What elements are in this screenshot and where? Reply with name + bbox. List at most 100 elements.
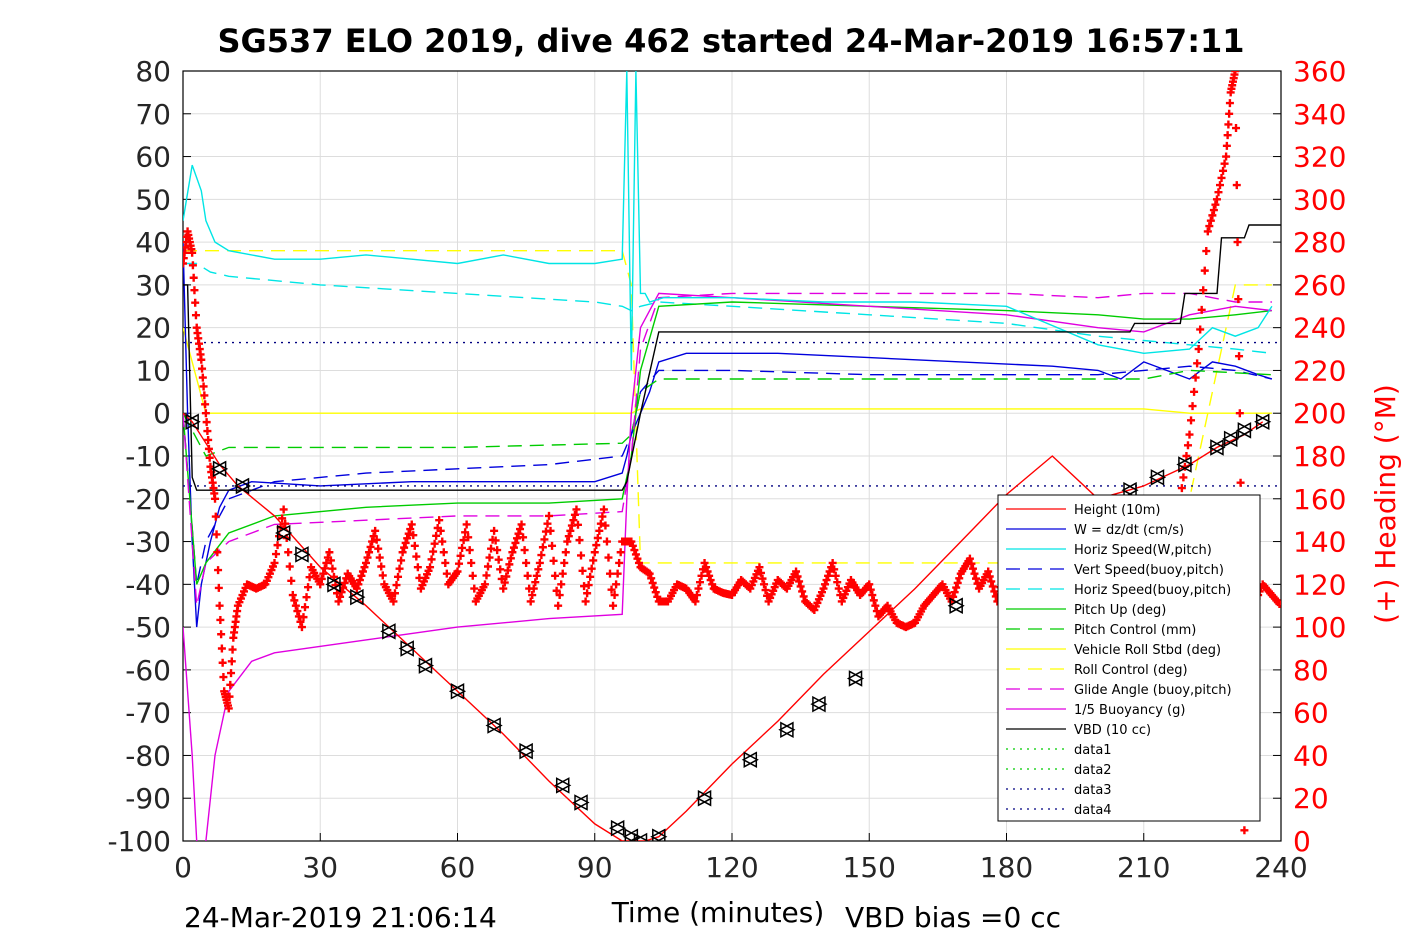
heading-point bbox=[1225, 99, 1234, 108]
waypoint-marker bbox=[293, 546, 309, 563]
y2-tick-label: 200 bbox=[1293, 397, 1346, 430]
heading-point bbox=[650, 583, 659, 592]
y-tick-label: -40 bbox=[125, 568, 171, 601]
heading-point bbox=[224, 704, 233, 713]
heading-point bbox=[198, 373, 207, 382]
heading-point bbox=[609, 601, 618, 610]
heading-point bbox=[363, 553, 372, 562]
heading-point bbox=[517, 520, 526, 529]
heading-point bbox=[216, 615, 225, 624]
heading-point bbox=[287, 576, 296, 585]
heading-point bbox=[354, 580, 363, 589]
heading-point bbox=[519, 533, 528, 542]
heading-point bbox=[543, 519, 552, 528]
heading-point bbox=[555, 591, 564, 600]
legend-entry: Horiz Speed(W,pitch) bbox=[1074, 543, 1212, 558]
heading-point bbox=[1235, 352, 1244, 361]
heading-point bbox=[214, 566, 223, 575]
heading-point bbox=[482, 571, 491, 580]
heading-point bbox=[377, 562, 386, 571]
heading-point bbox=[522, 558, 531, 567]
heading-point bbox=[201, 400, 210, 409]
y-tick-label: 60 bbox=[135, 141, 171, 174]
y2-tick-label: 160 bbox=[1293, 483, 1346, 516]
heading-point bbox=[1191, 373, 1200, 382]
heading-point bbox=[468, 571, 477, 580]
y2-tick-label: 40 bbox=[1293, 739, 1329, 772]
legend-entry: Height (10m) bbox=[1074, 503, 1160, 518]
heading-point bbox=[708, 580, 717, 589]
heading-point bbox=[485, 553, 494, 562]
heading-point bbox=[305, 573, 314, 582]
heading-point bbox=[706, 576, 715, 585]
heading-point bbox=[188, 261, 197, 270]
heading-point bbox=[572, 505, 581, 514]
heading-point bbox=[197, 355, 206, 364]
heading-point bbox=[404, 529, 413, 538]
heading-point bbox=[1236, 478, 1245, 487]
heading-point bbox=[703, 567, 712, 576]
waypoint-marker bbox=[211, 460, 227, 478]
y-tick-label: 70 bbox=[135, 98, 171, 131]
heading-point bbox=[833, 578, 842, 587]
legend-entry: data2 bbox=[1074, 763, 1112, 778]
waypoint-marker bbox=[275, 524, 291, 542]
heading-point bbox=[491, 536, 500, 545]
y-tick-label: 0 bbox=[153, 397, 171, 430]
heading-point bbox=[1200, 266, 1209, 275]
heading-point bbox=[297, 623, 306, 632]
heading-point bbox=[516, 525, 525, 534]
y-tick-label: -70 bbox=[125, 697, 171, 730]
heading-point bbox=[1222, 152, 1231, 161]
heading-point bbox=[368, 537, 377, 546]
heading-point bbox=[358, 567, 367, 576]
heading-point bbox=[869, 596, 878, 605]
heading-point bbox=[438, 537, 447, 546]
heading-point bbox=[628, 541, 637, 550]
heading-point bbox=[372, 535, 381, 544]
x-tick-label: 90 bbox=[577, 851, 613, 884]
heading-point bbox=[796, 582, 805, 591]
heading-point bbox=[505, 560, 514, 569]
y-tick-label: -30 bbox=[125, 526, 171, 559]
y2-tick-label: 280 bbox=[1293, 226, 1346, 259]
heading-point bbox=[592, 541, 601, 550]
heading-point bbox=[217, 630, 226, 639]
heading-point bbox=[1217, 173, 1226, 182]
heading-point bbox=[378, 571, 387, 580]
heading-point bbox=[627, 537, 636, 546]
heading-point bbox=[511, 538, 520, 547]
heading-point bbox=[558, 569, 567, 578]
heading-point bbox=[326, 556, 335, 565]
heading-point bbox=[398, 548, 407, 557]
waypoint-marker bbox=[743, 751, 759, 768]
series-line bbox=[183, 292, 1272, 606]
heading-point bbox=[967, 559, 976, 568]
heading-point bbox=[375, 553, 384, 562]
heading-point bbox=[183, 259, 187, 268]
heading-point bbox=[551, 571, 560, 580]
y2-tick-label: 20 bbox=[1293, 782, 1329, 815]
heading-point bbox=[1234, 295, 1243, 304]
heading-point bbox=[557, 580, 566, 589]
waypoint-marker bbox=[1235, 422, 1252, 439]
x-tick-label: 180 bbox=[980, 851, 1033, 884]
heading-point bbox=[1199, 286, 1208, 295]
heading-point bbox=[1235, 409, 1244, 418]
heading-point bbox=[634, 558, 643, 567]
heading-point bbox=[535, 558, 544, 567]
heading-point bbox=[965, 554, 974, 563]
waypoint-marker bbox=[554, 777, 570, 794]
heading-point bbox=[270, 558, 279, 567]
x-tick-label: 120 bbox=[705, 851, 758, 884]
heading-point bbox=[390, 589, 399, 598]
heading-point bbox=[467, 558, 476, 567]
heading-point bbox=[1231, 71, 1240, 75]
heading-point bbox=[190, 286, 199, 295]
heading-point bbox=[397, 556, 406, 565]
y2-tick-label: 360 bbox=[1293, 55, 1346, 88]
heading-point bbox=[868, 591, 877, 600]
heading-point bbox=[273, 541, 282, 550]
y2-axis-label: (+) Heading (°M) bbox=[1369, 384, 1402, 624]
legend-entry: Pitch Up (deg) bbox=[1074, 603, 1166, 618]
